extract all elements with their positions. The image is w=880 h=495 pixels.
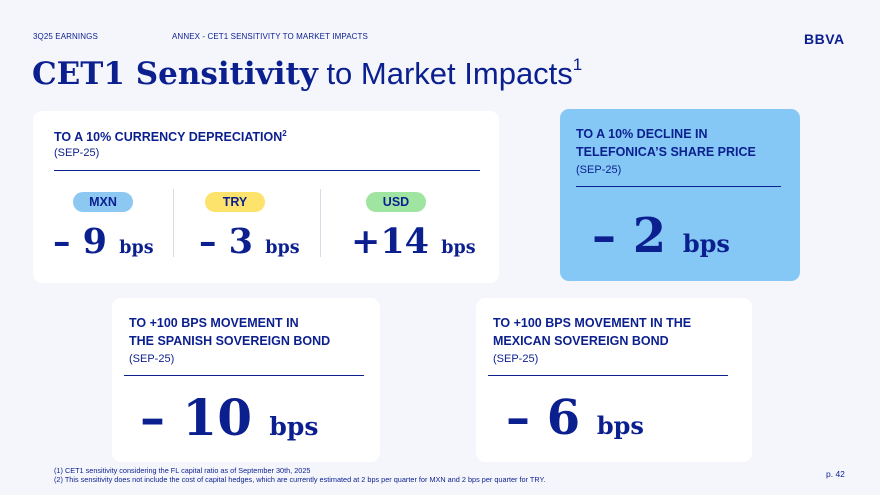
telefonica-card-title-line2: TELEFONICA’S SHARE PRICE xyxy=(576,145,756,159)
mexican-card-title-line1: TO +100 BPS MOVEMENT IN THE xyxy=(493,316,692,330)
page-number: p. 42 xyxy=(826,469,845,479)
telefonica-card: TO A 10% DECLINE IN TELEFONICA’S SHARE P… xyxy=(560,109,800,281)
value-telefonica: – 2 bps xyxy=(592,208,730,264)
currency-divider xyxy=(54,170,480,171)
section-label: 3Q25 EARNINGS xyxy=(33,32,98,41)
currency-footnote-mark: 2 xyxy=(282,129,287,138)
currency-card: TO A 10% CURRENCY DEPRECIATION2 (SEP-25)… xyxy=(33,111,499,283)
breadcrumb: ANNEX - CET1 SENSITIVITY TO MARKET IMPAC… xyxy=(172,32,368,41)
spanish-card-title-line2: THE SPANISH SOVEREIGN BOND xyxy=(129,334,331,348)
value-usd: +14 bps xyxy=(351,221,476,262)
column-divider xyxy=(173,189,174,257)
pill-usd: USD xyxy=(366,192,426,212)
value-spanish: – 10 bps xyxy=(140,388,319,447)
value-mxn: – 9 bps xyxy=(53,221,154,262)
footnote-1: (1) CET1 sensitivity considering the FL … xyxy=(54,466,311,475)
page-title: CET1 Sensitivity to Market Impacts1 xyxy=(32,54,582,92)
mexican-card-date: (SEP-25) xyxy=(493,353,539,365)
title-rest: to Market Impacts xyxy=(317,56,573,91)
currency-card-date: (SEP-25) xyxy=(54,147,100,159)
mexican-card-title-line2: MEXICAN SOVEREIGN BOND xyxy=(493,334,669,348)
telefonica-card-title-line1: TO A 10% DECLINE IN xyxy=(576,127,708,141)
title-footnote-mark: 1 xyxy=(572,55,583,74)
telefonica-card-date: (SEP-25) xyxy=(576,164,622,176)
spanish-card-date: (SEP-25) xyxy=(129,353,175,365)
spanish-divider xyxy=(124,375,364,376)
title-bold: CET1 Sensitivity xyxy=(32,56,318,92)
telefonica-divider xyxy=(576,186,781,187)
column-divider xyxy=(320,189,321,257)
mexican-divider xyxy=(488,375,728,376)
footnote-2: (2) This sensitivity does not include th… xyxy=(54,475,546,484)
bbva-logo: BBVA xyxy=(804,31,845,47)
pill-try: TRY xyxy=(205,192,265,212)
mexican-bond-card: TO +100 BPS MOVEMENT IN THE MEXICAN SOVE… xyxy=(476,298,752,462)
value-mexican: – 6 bps xyxy=(506,390,644,446)
value-try: – 3 bps xyxy=(199,221,300,262)
spanish-card-title-line1: TO +100 BPS MOVEMENT IN xyxy=(129,316,299,330)
spanish-bond-card: TO +100 BPS MOVEMENT IN THE SPANISH SOVE… xyxy=(112,298,380,462)
pill-mxn: MXN xyxy=(73,192,133,212)
currency-card-title: TO A 10% CURRENCY DEPRECIATION2 xyxy=(54,129,287,144)
